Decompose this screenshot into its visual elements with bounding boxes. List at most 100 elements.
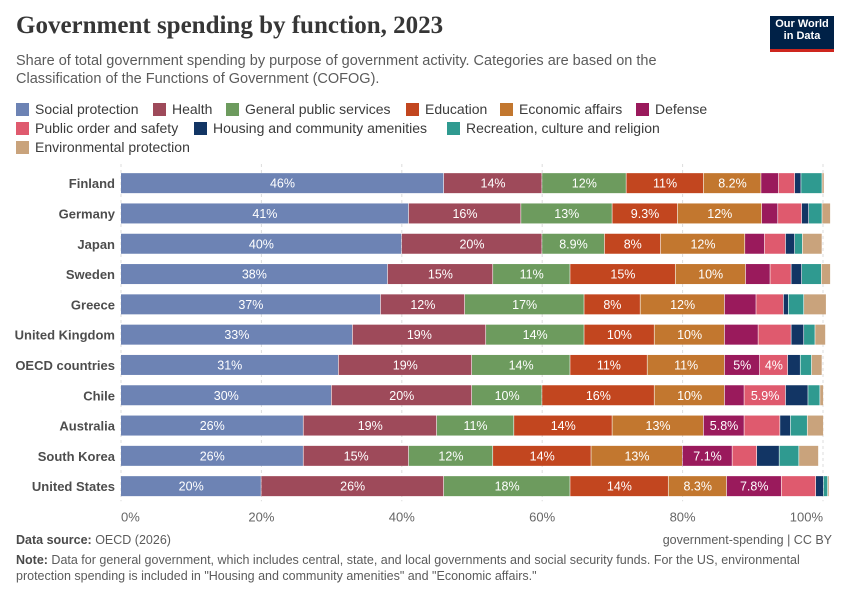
logo-line-1: Our World	[775, 18, 829, 30]
bar-segment	[612, 415, 704, 436]
data-label: 5.8%	[710, 419, 739, 433]
bar-segment	[677, 203, 762, 224]
legend-swatch	[406, 102, 419, 116]
legend-swatch	[16, 102, 29, 116]
bar-segment	[761, 173, 779, 194]
bar-segment	[121, 385, 331, 406]
bar-segment	[303, 415, 437, 436]
bar-segment	[808, 203, 822, 224]
bar-segment	[756, 294, 784, 315]
data-label: 19%	[393, 358, 418, 372]
bar-segment	[790, 415, 807, 436]
bar-segment	[783, 294, 789, 315]
bar-segment	[121, 476, 261, 497]
data-label: 19%	[358, 419, 383, 433]
bar-segment	[352, 324, 486, 345]
legend-swatch	[226, 102, 239, 116]
bar-segment	[791, 324, 804, 345]
legend-label: Recreation, culture and religion	[466, 120, 660, 136]
bar-segment	[724, 354, 760, 375]
legend-item-education[interactable]: Education	[406, 101, 487, 117]
bar-segment	[802, 233, 822, 254]
legend-swatch	[500, 102, 513, 116]
category-label: Finland	[69, 176, 115, 191]
bar-segment	[764, 233, 786, 254]
legend-item-health[interactable]: Health	[153, 101, 212, 117]
data-label: 26%	[340, 480, 365, 494]
license-text[interactable]: government-spending | CC BY	[662, 533, 832, 547]
data-label: 10%	[677, 389, 702, 403]
bar-segment	[660, 233, 745, 254]
category-label: Germany	[59, 206, 116, 221]
x-tick-label: 40%	[389, 509, 415, 524]
bar-segment	[121, 233, 402, 254]
bar-segment	[799, 445, 819, 466]
data-label: 8%	[624, 237, 642, 251]
data-label: 9.3%	[631, 207, 660, 221]
data-label: 8%	[603, 298, 621, 312]
bar-segment	[794, 233, 803, 254]
legend-item-social-protection[interactable]: Social protection	[16, 101, 139, 117]
legend-label: Economic affairs	[519, 101, 623, 117]
bar-segment	[121, 415, 303, 436]
bar-segment	[827, 476, 829, 497]
legend-label: Public order and safety	[35, 120, 179, 136]
bar-segment	[493, 264, 570, 285]
bar-segment	[801, 264, 821, 285]
legend-item-defense[interactable]: Defense	[636, 101, 707, 117]
data-label: 4%	[765, 358, 783, 372]
bar-segment	[570, 476, 668, 497]
bar-segment	[745, 233, 765, 254]
data-label: 33%	[224, 328, 249, 342]
bar-segment	[724, 324, 758, 345]
bar-segment	[668, 476, 727, 497]
bar-segment	[800, 354, 812, 375]
data-label: 12%	[410, 298, 435, 312]
bar-segment	[521, 203, 612, 224]
bar-segment	[121, 173, 444, 194]
legend-item-housing-and-community-amenities[interactable]: Housing and community amenities	[194, 120, 427, 136]
data-source-text[interactable]: OECD (2026)	[91, 533, 171, 547]
bar-segment	[732, 445, 757, 466]
bar-segment	[757, 445, 779, 466]
note-text: Data for general government, which inclu…	[16, 553, 800, 583]
legend-item-recreation-culture-and-religion[interactable]: Recreation, culture and religion	[447, 120, 660, 136]
legend-item-environmental-protection[interactable]: Environmental protection	[16, 139, 190, 155]
x-tick-label: 100%	[790, 509, 824, 524]
chart-title: Government spending by function, 2023	[16, 12, 444, 39]
bar-segment	[745, 264, 770, 285]
bar-segment	[761, 203, 778, 224]
bar-segment	[387, 264, 493, 285]
bar-segment	[338, 354, 472, 375]
legend-swatch	[194, 121, 207, 135]
data-label: 8.2%	[718, 177, 747, 191]
bar-segment	[744, 415, 780, 436]
x-tick-label: 0%	[121, 509, 140, 524]
bar-segment	[703, 415, 744, 436]
legend-label: Social protection	[35, 101, 139, 117]
bar-segment	[584, 324, 654, 345]
data-label: 10%	[607, 328, 632, 342]
bar-segment	[807, 415, 824, 436]
legend-item-economic-affairs[interactable]: Economic affairs	[500, 101, 622, 117]
legend-item-general-public-services[interactable]: General public services	[226, 101, 391, 117]
bar-segment	[780, 415, 791, 436]
legend-item-public-order-and-safety[interactable]: Public order and safety	[16, 120, 178, 136]
bar-segment	[823, 476, 828, 497]
data-label: 12%	[690, 237, 715, 251]
bar-segment	[408, 445, 493, 466]
bar-segment	[647, 354, 725, 375]
data-label: 10%	[495, 389, 520, 403]
data-label: 12%	[707, 207, 732, 221]
bar-segment	[408, 203, 521, 224]
bar-segment	[331, 385, 472, 406]
data-label: 37%	[238, 298, 263, 312]
data-label: 19%	[407, 328, 432, 342]
data-label: 17%	[512, 298, 537, 312]
owid-logo[interactable]: Our World in Data	[770, 16, 834, 52]
bar-segment	[787, 354, 800, 375]
logo-line-2: in Data	[783, 30, 821, 42]
category-label: Chile	[83, 388, 115, 403]
category-label: Australia	[59, 419, 115, 434]
data-label: 26%	[200, 449, 225, 463]
